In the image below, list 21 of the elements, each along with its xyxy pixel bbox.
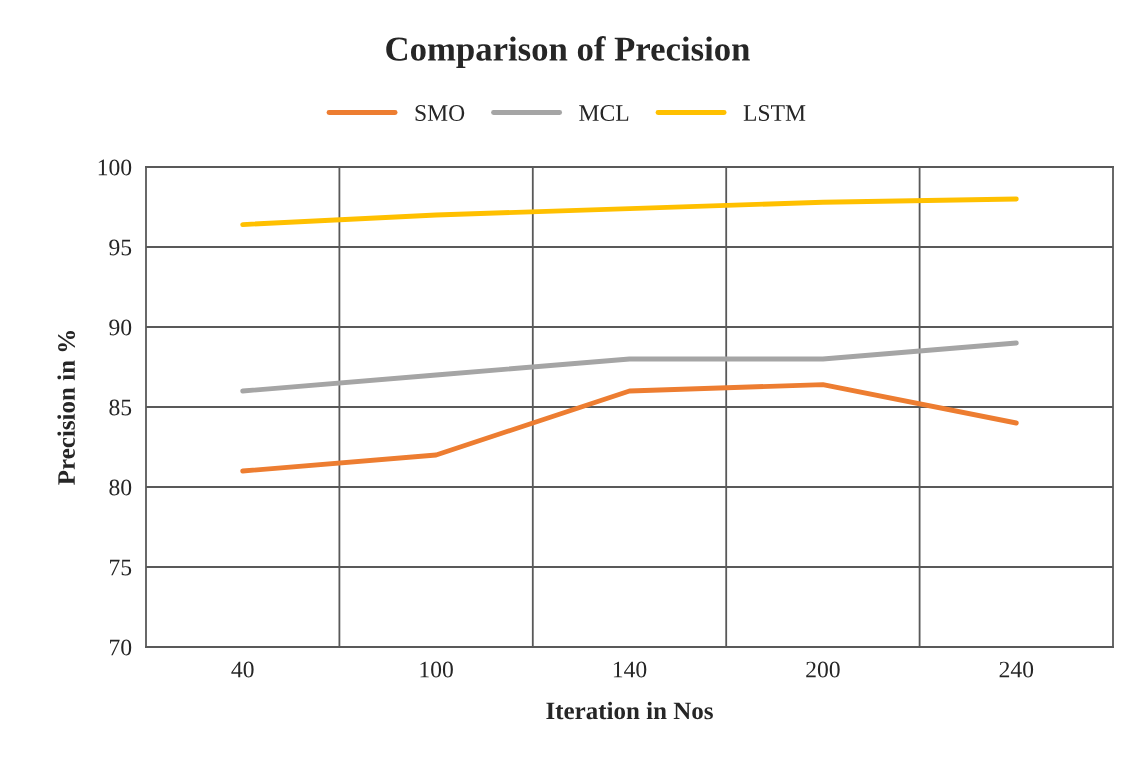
chart-title: Comparison of Precision — [386, 36, 750, 68]
y-tick-label: 100 — [98, 159, 132, 176]
y-tick-label: 80 — [109, 479, 132, 496]
x-tick-label: 40 — [231, 661, 254, 678]
x-tick-label: 200 — [806, 661, 840, 678]
legend-label: LSTM — [743, 105, 806, 121]
y-tick-label: 85 — [109, 399, 132, 416]
x-tick-label: 100 — [420, 661, 453, 678]
line-series — [240, 196, 1019, 228]
y-tick-label: 95 — [109, 239, 132, 256]
y-tick-label: 90 — [109, 319, 132, 336]
line-series — [240, 340, 1019, 394]
y-tick-label: 75 — [110, 559, 132, 576]
y-axis-title: Precision in % — [57, 331, 76, 485]
legend-label: SMO — [415, 105, 465, 121]
line-series — [240, 382, 1019, 474]
x-tick-label: 240 — [999, 661, 1034, 678]
x-tick-label: 140 — [613, 661, 647, 678]
legend-label: MCL — [579, 105, 629, 121]
y-tick-label: 70 — [110, 639, 132, 656]
x-axis-title: Iteration in Nos — [546, 701, 713, 720]
